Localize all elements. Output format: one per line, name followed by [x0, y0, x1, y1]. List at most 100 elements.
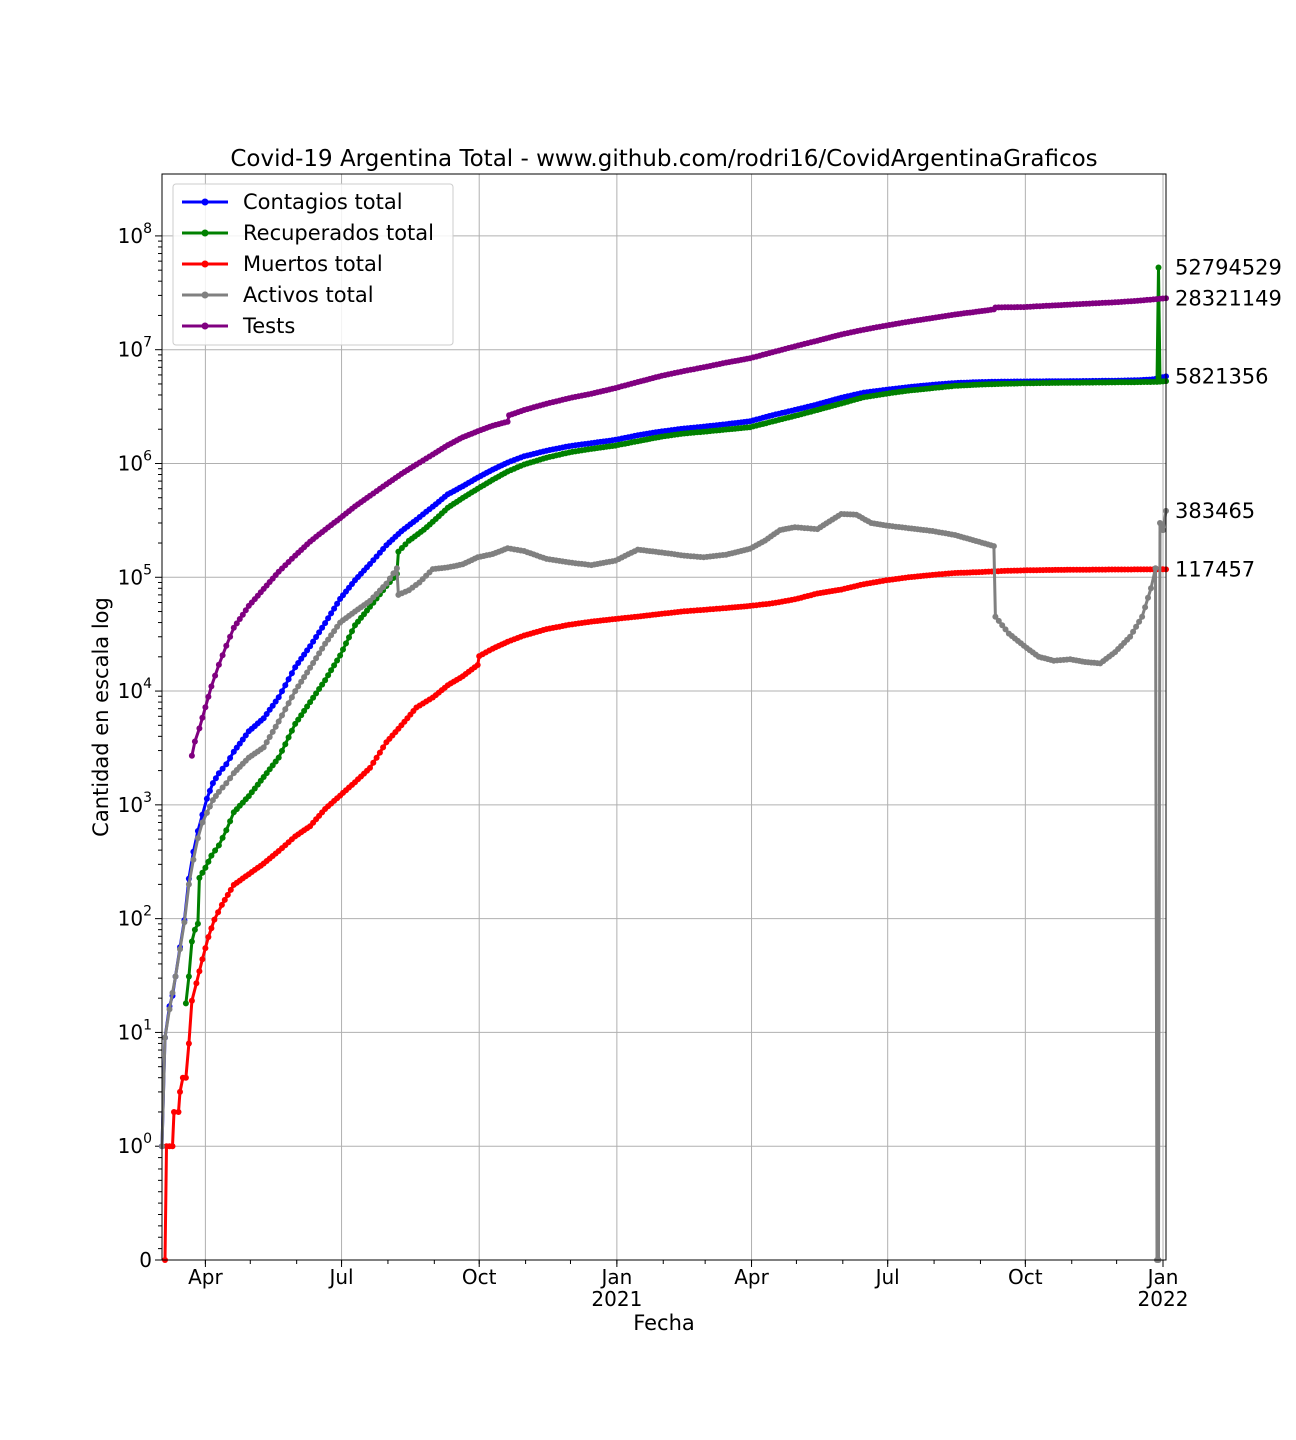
data-point	[221, 896, 228, 903]
data-point	[1145, 594, 1151, 601]
y-tick-label: 105	[118, 562, 152, 589]
y-tick-label: 107	[118, 335, 152, 362]
data-point	[292, 720, 299, 727]
data-point	[219, 652, 226, 659]
data-point	[212, 672, 219, 679]
data-point	[322, 640, 329, 647]
legend-label-contagios-total: Contagios total	[243, 190, 403, 214]
data-point	[219, 834, 226, 841]
data-point	[337, 652, 344, 659]
data-point	[211, 916, 218, 923]
x-tick-label: Apr	[734, 1265, 769, 1289]
data-point	[349, 628, 355, 635]
data-point	[215, 842, 222, 849]
data-point	[313, 690, 320, 697]
annotations: 52794529 28321149 5821356 383465 117457	[1175, 255, 1282, 581]
data-point	[272, 723, 279, 730]
data-point	[233, 620, 240, 627]
data-point	[292, 688, 299, 695]
data-point	[205, 858, 212, 865]
data-point	[185, 1040, 192, 1047]
chart-title: Covid-19 Argentina Total - www.github.co…	[230, 146, 1097, 172]
data-point	[212, 793, 219, 799]
data-point	[223, 827, 230, 834]
data-point	[219, 765, 226, 772]
data-point	[307, 664, 314, 671]
data-point	[316, 650, 323, 657]
series-muertos-total	[162, 566, 1169, 1263]
data-point	[279, 712, 285, 719]
y-tick-label: 104	[118, 676, 152, 703]
data-point	[196, 725, 203, 732]
data-point	[182, 1000, 189, 1007]
data-point	[301, 651, 308, 658]
y-tick-label: 106	[118, 448, 152, 475]
data-point	[1142, 604, 1149, 611]
data-point	[194, 920, 201, 927]
data-point	[370, 759, 377, 766]
plot-frame	[161, 173, 1167, 1261]
data-point	[1157, 520, 1163, 526]
legend-label-activos-total: Activos total	[243, 283, 374, 307]
data-point	[177, 1088, 183, 1095]
data-point	[223, 642, 230, 649]
data-point	[196, 874, 203, 881]
data-point	[162, 1034, 168, 1041]
data-point	[196, 968, 203, 975]
data-point	[288, 670, 295, 677]
data-point	[328, 632, 335, 639]
data-point	[990, 543, 997, 550]
legend-label-tests: Tests	[242, 314, 295, 338]
legend-marker-recuperados-total	[201, 229, 209, 237]
y-tick-label: 101	[118, 1017, 152, 1044]
data-point	[188, 997, 195, 1004]
data-point	[292, 664, 299, 671]
data-point	[209, 780, 216, 787]
data-point	[260, 715, 267, 722]
data-point	[166, 1006, 173, 1013]
data-point	[263, 739, 270, 746]
data-point	[188, 752, 195, 759]
data-point	[1136, 618, 1143, 625]
data-point	[239, 736, 246, 743]
data-point	[272, 698, 279, 705]
data-point	[304, 703, 311, 710]
data-point	[275, 694, 282, 701]
data-point	[202, 864, 209, 871]
data-point	[307, 699, 314, 706]
data-point	[999, 622, 1006, 629]
data-point	[205, 934, 212, 940]
data-point	[298, 678, 305, 685]
data-point	[328, 610, 335, 617]
data-point	[301, 707, 308, 714]
value-annotation: 117457	[1175, 557, 1255, 581]
data-point	[191, 926, 198, 933]
data-point	[275, 754, 282, 761]
data-point	[325, 672, 332, 679]
x-tick-label: Apr	[188, 1265, 223, 1289]
data-point	[208, 683, 215, 690]
data-point	[242, 732, 249, 739]
data-point	[331, 628, 338, 635]
x-tick-label: Jul	[327, 1265, 353, 1289]
data-point	[285, 676, 292, 683]
data-point	[205, 693, 212, 700]
legend-box	[172, 183, 454, 346]
data-point	[295, 683, 302, 690]
data-point	[209, 797, 216, 804]
data-point	[319, 624, 326, 631]
data-point	[304, 669, 311, 676]
data-point	[325, 636, 332, 643]
y-tick-label: 0	[139, 1248, 152, 1272]
data-point	[223, 780, 230, 787]
value-annotation: 383465	[1175, 499, 1255, 523]
data-point	[266, 706, 273, 713]
legend-label-muertos-total: Muertos total	[243, 252, 383, 276]
data-point	[295, 716, 302, 723]
data-point	[380, 744, 387, 751]
data-point	[169, 989, 176, 996]
data-point	[266, 734, 273, 740]
x-tick-label: Jan	[599, 1265, 632, 1289]
data-point	[193, 980, 200, 987]
